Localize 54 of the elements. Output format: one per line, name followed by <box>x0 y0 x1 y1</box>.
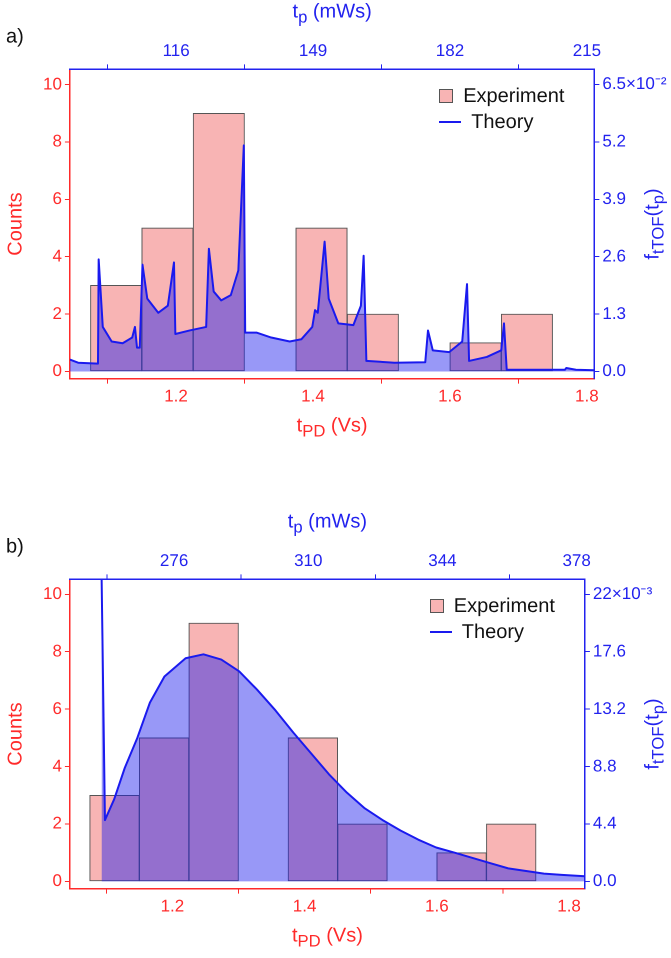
y2-tick-label: 6.5 <box>602 74 626 94</box>
y-tick-label: 4 <box>52 246 62 266</box>
x2-tick-label: 149 <box>298 40 328 60</box>
y2-tick-label: 4.4 <box>592 814 617 833</box>
y-tick-label: 2 <box>52 304 62 323</box>
y-tick-label: 10 <box>42 74 62 94</box>
legend-label: Theory <box>462 620 524 646</box>
x2-axis-title: t$_{p}$ (mWs) <box>292 0 372 28</box>
x-tick-label: 1.4 <box>292 896 316 916</box>
chart-title: a) <box>6 26 24 49</box>
x2-tick-label: 310 <box>294 550 322 570</box>
text: ×10⁻³ <box>612 584 653 603</box>
y-tick-label: 4 <box>52 756 62 776</box>
x-tick-label: 1.2 <box>160 896 184 916</box>
y2-tick-label: 17.6 <box>592 641 626 660</box>
y2-tick-label: 5.2 <box>602 132 626 151</box>
x2-tick-label: 276 <box>160 550 188 570</box>
y2-tick-label: 3.9 <box>602 188 626 208</box>
x2-tick-label: 182 <box>436 40 464 60</box>
x2-tick-label: 378 <box>562 550 591 570</box>
y2-tick-label: 1.3 <box>602 304 626 323</box>
x-axis-title: t$_{PD}$ (Vs) <box>296 414 368 442</box>
y-axis-title: Counts <box>4 702 28 766</box>
y-tick-label: 8 <box>52 641 62 660</box>
y-tick-label: 6 <box>52 698 62 718</box>
y-tick-label: 10 <box>42 584 62 604</box>
y-tick-label: 2 <box>52 814 62 833</box>
x-tick-label: 1.2 <box>164 386 188 406</box>
x-tick-label: 1.6 <box>425 896 449 916</box>
x2-axis-title: t$_{p}$ (mWs) <box>288 510 368 538</box>
x2-tick-label: 344 <box>428 550 457 570</box>
y2-tick-label: 0.0 <box>602 361 626 380</box>
y2-tick-label: 22 <box>592 584 612 603</box>
y-tick-label: 6 <box>52 189 62 208</box>
y2-tick-label: 0.0 <box>592 871 617 890</box>
y-axis-title: Counts <box>4 192 28 256</box>
x-axis-title: t$_{PD}$ (Vs) <box>292 924 363 952</box>
chart-title: b) <box>6 536 24 559</box>
x-tick-label: 1.8 <box>557 896 581 916</box>
legend-label: Experiment <box>454 594 555 620</box>
legend-label: Theory <box>471 110 534 136</box>
legend-label: Experiment <box>463 84 564 110</box>
x-tick-label: 1.4 <box>301 386 325 406</box>
y-tick-label: 0 <box>52 361 62 380</box>
y-tick-label: 8 <box>52 132 62 151</box>
y2-tick-label: 8.8 <box>592 756 617 776</box>
x2-tick-label: 215 <box>572 40 602 60</box>
x2-tick-label: 116 <box>162 40 190 60</box>
y2-tick-label: 13.2 <box>592 698 626 718</box>
x-tick-label: 1.6 <box>438 386 462 406</box>
y2-tick-label: 2.6 <box>602 246 626 266</box>
y-tick-label: 0 <box>52 871 62 890</box>
text: ×10⁻² <box>626 74 667 94</box>
x-tick-label: 1.8 <box>575 386 599 406</box>
